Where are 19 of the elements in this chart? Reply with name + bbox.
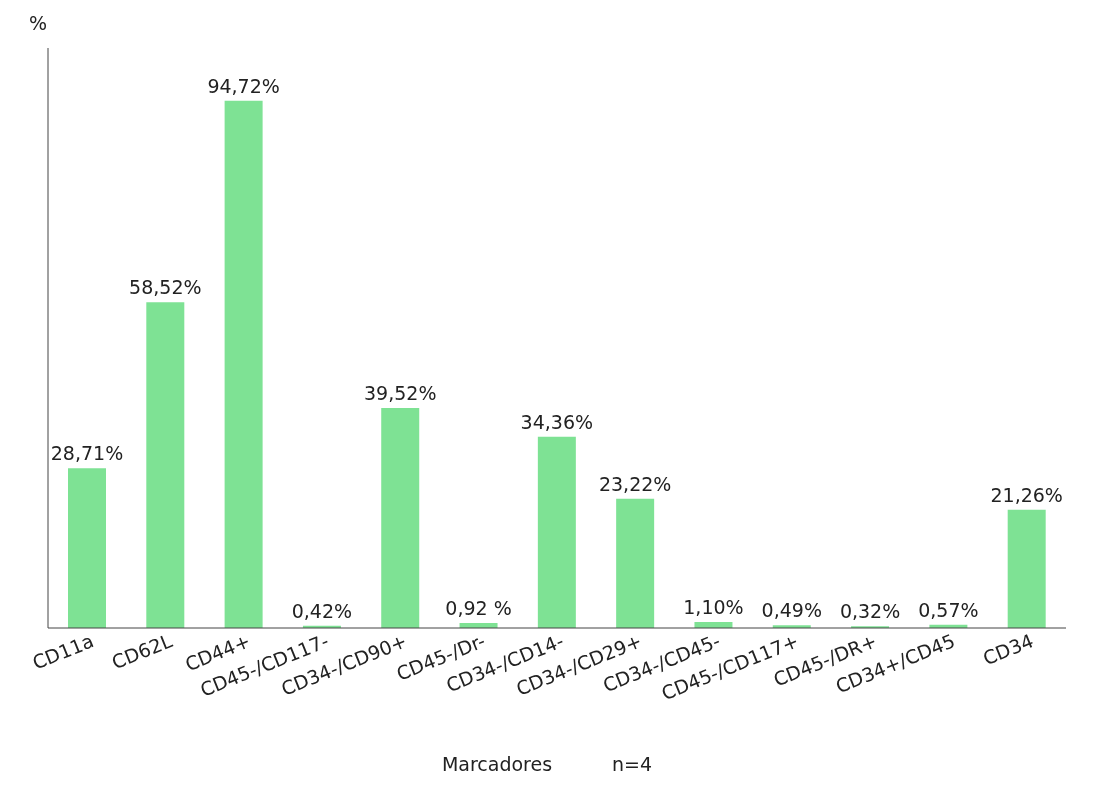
data-label: 0,57% [918,598,979,621]
data-label: 23,22% [598,472,672,495]
x-axis-title: Marcadores [441,753,553,775]
data-label: 1,10% [683,595,744,618]
x-tick-label: CD62L [108,629,176,674]
data-label: 39,52% [364,382,437,405]
data-label: 28,71% [50,442,124,465]
data-label: 21,26% [990,483,1063,506]
data-label: 58,52% [129,276,202,299]
text: n=4 [612,753,653,775]
data-label: 0,32% [839,600,901,623]
data-label: 0,49% [761,599,822,622]
x-tick-label: CD11a [29,629,97,674]
data-label: 34,36% [520,410,594,433]
y-axis-title: % [28,12,48,34]
data-label: 94,72% [207,74,280,97]
data-label: 0,42% [291,599,353,622]
x-tick-label: CD34 [979,629,1037,670]
data-label: 0,92 % [445,596,512,619]
